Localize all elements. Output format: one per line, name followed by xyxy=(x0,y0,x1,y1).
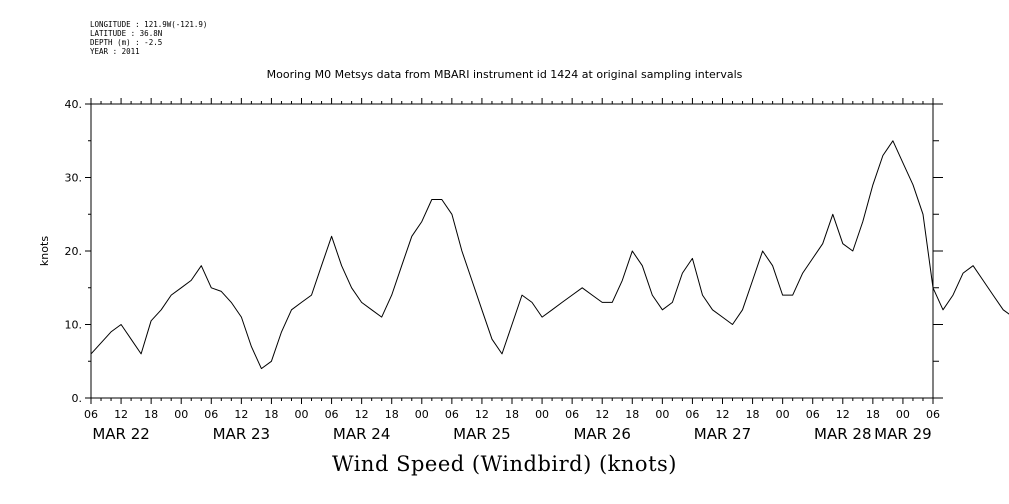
x-hour-label: 12 xyxy=(836,408,850,421)
x-hour-label: 06 xyxy=(445,408,459,421)
y-axis-title: knots xyxy=(38,236,51,266)
x-day-label: MAR 23 xyxy=(213,425,270,443)
x-hour-label: 00 xyxy=(776,408,790,421)
x-hour-label: 06 xyxy=(926,408,940,421)
x-hour-label: 18 xyxy=(866,408,880,421)
year-text: YEAR : 2011 xyxy=(90,47,140,56)
x-hour-label: 00 xyxy=(174,408,188,421)
x-hour-label: 06 xyxy=(806,408,820,421)
x-hour-label: 18 xyxy=(385,408,399,421)
y-tick-label: 30. xyxy=(65,172,83,185)
metadata-block: LONGITUDE : 121.9W(-121.9) LATITUDE : 36… xyxy=(90,20,207,56)
x-hour-label: 00 xyxy=(655,408,669,421)
x-hour-label: 18 xyxy=(264,408,278,421)
x-hour-label: 00 xyxy=(896,408,910,421)
x-hour-label: 06 xyxy=(565,408,579,421)
x-hour-label: 18 xyxy=(144,408,158,421)
y-tick-label: 20. xyxy=(65,245,83,258)
x-hour-label: 12 xyxy=(234,408,248,421)
x-day-label: MAR 26 xyxy=(573,425,630,443)
x-hour-label: 18 xyxy=(505,408,519,421)
x-hour-label: 06 xyxy=(685,408,699,421)
x-hour-label: 12 xyxy=(355,408,369,421)
x-hour-label: 06 xyxy=(84,408,98,421)
x-hour-label: 00 xyxy=(415,408,429,421)
plot-frame xyxy=(90,103,934,399)
longitude-text: LONGITUDE : 121.9W(-121.9) xyxy=(90,20,208,29)
x-day-label: MAR 25 xyxy=(453,425,510,443)
y-tick-label: 0. xyxy=(72,392,83,405)
x-hour-label: 12 xyxy=(595,408,609,421)
x-hour-label: 12 xyxy=(114,408,128,421)
y-tick-label: 40. xyxy=(65,98,83,111)
y-tick-label: 10. xyxy=(65,319,83,332)
x-day-label: MAR 29 xyxy=(874,425,931,443)
x-hour-label: 00 xyxy=(295,408,309,421)
x-axis-title: Wind Speed (Windbird) (knots) xyxy=(332,452,677,476)
latitude-text: LATITUDE : 36.8N xyxy=(90,29,163,38)
x-hour-label: 06 xyxy=(204,408,218,421)
depth-text: DEPTH (m) : -2.5 xyxy=(90,38,163,47)
chart-title: Mooring M0 Metsys data from MBARI instru… xyxy=(266,68,743,81)
series-line-wind-speed xyxy=(90,140,1009,370)
x-day-label: MAR 27 xyxy=(694,425,751,443)
x-hour-label: 00 xyxy=(535,408,549,421)
x-day-label: MAR 28 xyxy=(814,425,871,443)
x-day-label: MAR 22 xyxy=(92,425,149,443)
x-hour-label: 06 xyxy=(325,408,339,421)
x-hour-label: 12 xyxy=(716,408,730,421)
x-day-label: MAR 24 xyxy=(333,425,390,443)
x-hour-label: 18 xyxy=(625,408,639,421)
x-hour-label: 18 xyxy=(746,408,760,421)
x-hour-label: 12 xyxy=(475,408,489,421)
